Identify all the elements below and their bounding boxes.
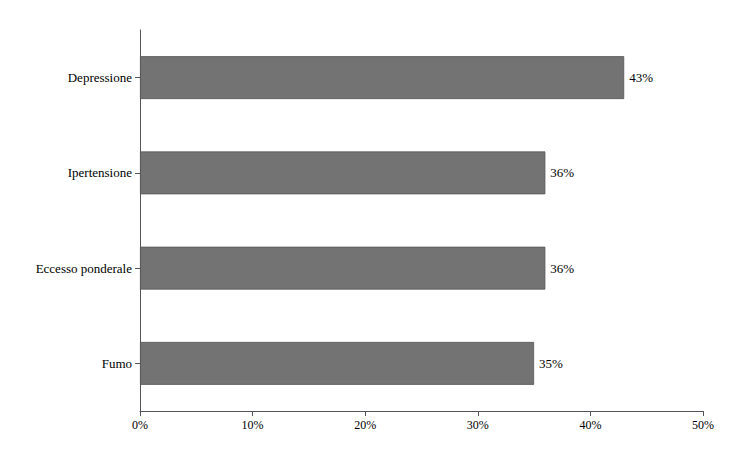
svg-text:Fumo: Fumo	[102, 356, 132, 371]
svg-text:36%: 36%	[550, 165, 574, 180]
svg-text:50%: 50%	[692, 418, 714, 432]
svg-text:Eccesso ponderale: Eccesso ponderale	[36, 261, 133, 276]
svg-text:43%: 43%	[629, 70, 653, 85]
svg-text:Depressione: Depressione	[68, 70, 132, 85]
svg-text:10%: 10%	[242, 418, 264, 432]
svg-text:40%: 40%	[579, 418, 601, 432]
svg-text:30%: 30%	[467, 418, 489, 432]
svg-text:35%: 35%	[539, 356, 563, 371]
svg-text:20%: 20%	[354, 418, 376, 432]
svg-text:36%: 36%	[550, 261, 574, 276]
svg-text:Ipertensione: Ipertensione	[68, 165, 132, 180]
svg-text:0%: 0%	[132, 418, 148, 432]
